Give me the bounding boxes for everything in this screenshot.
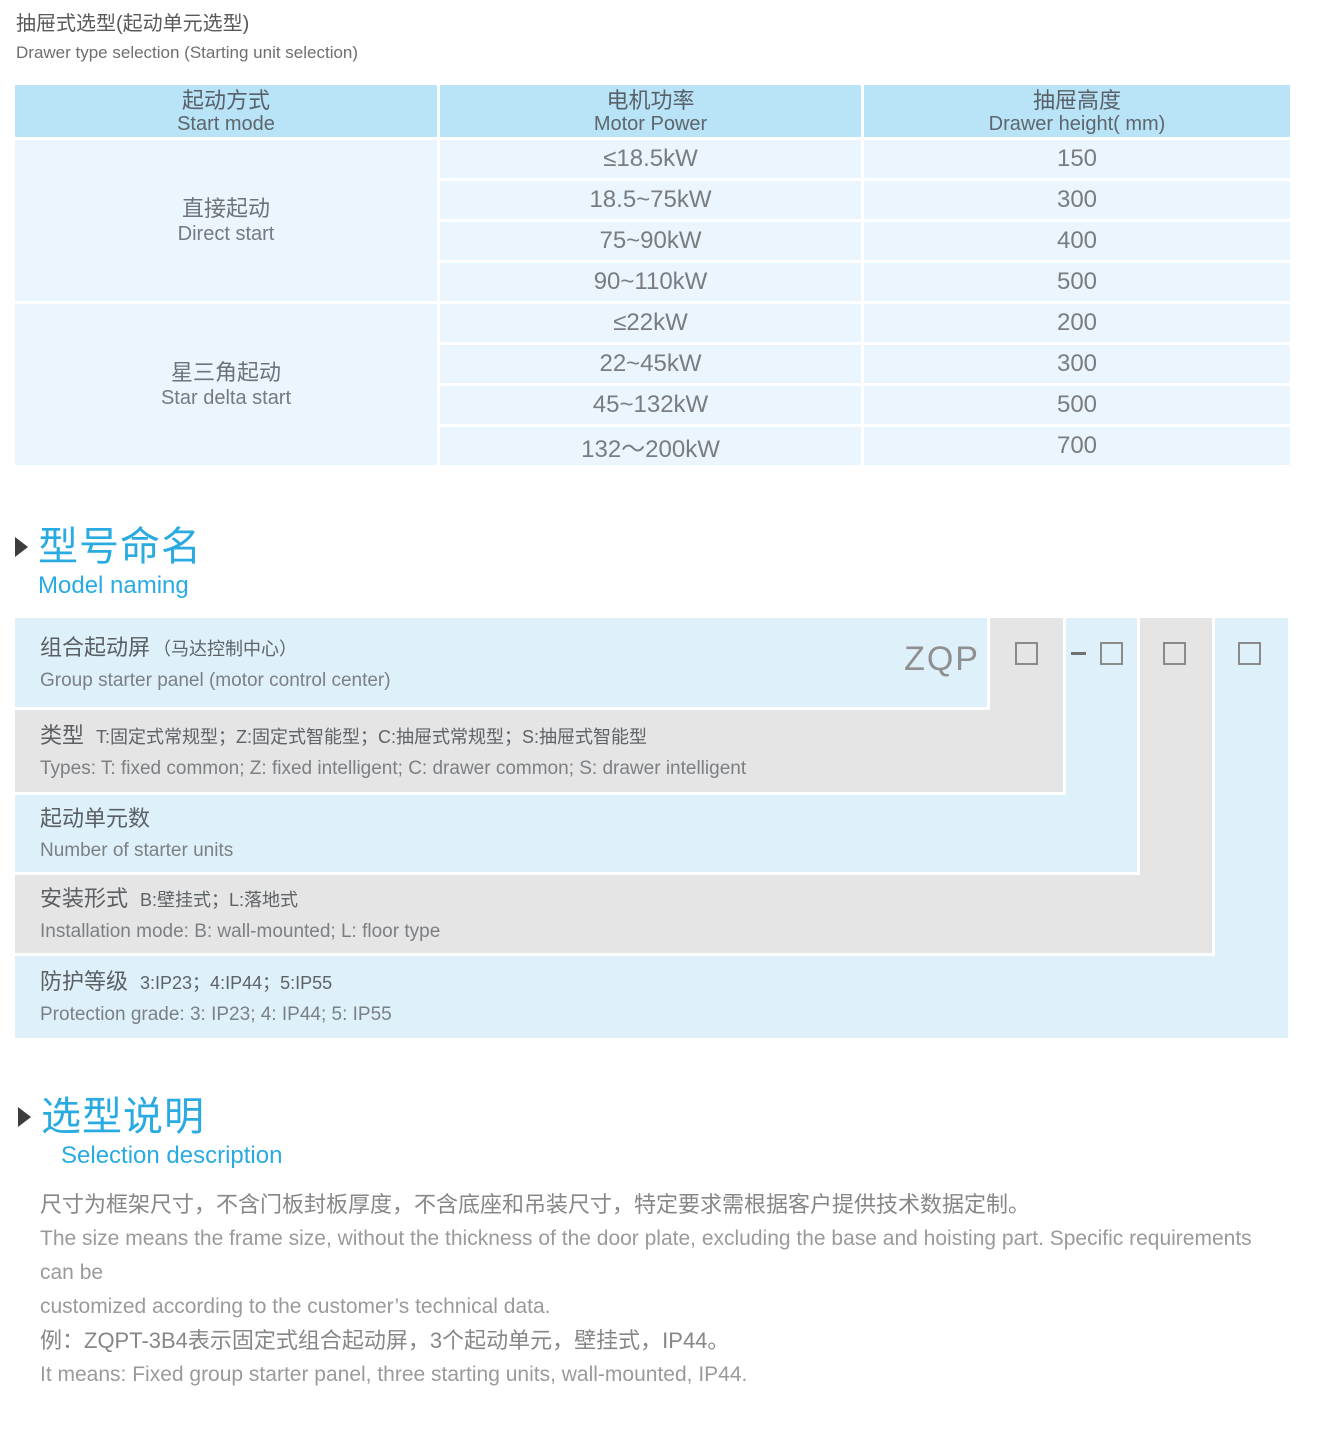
section-title-en: Selection description	[61, 1142, 283, 1169]
mode-label-en: Star delta start	[160, 387, 292, 409]
power-cell: ≤18.5kW	[440, 140, 861, 178]
description-line: 例：ZQPT-3B4表示固定式组合起动屏，3个起动单元，壁挂式，IP44。	[40, 1328, 730, 1353]
height-cell: 300	[864, 345, 1290, 383]
height-cell: 300	[864, 181, 1290, 219]
power-cell: 22~45kW	[440, 345, 861, 383]
model-naming-diagram: 组合起动屏 （马达控制中心） Group starter panel (motor…	[15, 618, 1288, 1038]
height-cell: 500	[864, 263, 1290, 301]
mode-label-cn: 直接起动	[181, 196, 270, 221]
band-label-cn: 防护等级	[40, 969, 129, 994]
band-label-cn: 类型	[40, 723, 85, 748]
section-heading-model-naming: 型号命名 Model naming	[15, 524, 202, 600]
band-label-en: Types: T: fixed common; Z: fixed intelli…	[40, 758, 747, 779]
code-placeholder-box-icon	[1238, 642, 1261, 665]
column-header-en: Drawer height( mm)	[988, 112, 1166, 135]
height-cell: 700	[864, 427, 1290, 465]
band-label-en: Group starter panel (motor control cente…	[40, 669, 391, 691]
height-cell: 150	[864, 140, 1290, 178]
band-desc-cn: T:固定式常规型；Z:固定式智能型；C:抽屉式常规型；S:抽屉式智能型	[96, 727, 648, 747]
mode-cell-star-delta-start: 星三角起动 Star delta start	[15, 304, 437, 465]
column-header-drawer-height: 抽屉高度 Drawer height( mm)	[864, 85, 1290, 137]
band-desc-cn: B:壁挂式；L:落地式	[140, 890, 299, 910]
power-cell: 18.5~75kW	[440, 181, 861, 219]
page-title-en: Drawer type selection (Starting unit sel…	[16, 43, 359, 62]
diagram-band-type: 类型 T:固定式常规型；Z:固定式智能型；C:抽屉式常规型；S:抽屉式智能型 Ty…	[15, 710, 1063, 792]
height-cell: 200	[864, 304, 1290, 342]
height-cell: 500	[864, 386, 1290, 424]
column-header-en: Start mode	[177, 112, 275, 135]
code-placeholder-box-icon	[1163, 642, 1186, 665]
power-cell: 45~132kW	[440, 386, 861, 424]
power-cell: 75~90kW	[440, 222, 861, 260]
section-marker-icon	[15, 537, 28, 557]
power-cell: ≤22kW	[440, 304, 861, 342]
description-line: 尺寸为框架尺寸，不含门板封板厚度，不含底座和吊装尺寸，特定要求需根据客户提供技术…	[40, 1192, 1031, 1217]
band-label-en: Protection grade: 3: IP23; 4: IP44; 5: I…	[40, 1004, 392, 1025]
power-cell: 90~110kW	[440, 263, 861, 301]
code-dash-icon	[1071, 652, 1086, 655]
page-title-cn: 抽屉式选型(起动单元选型)	[16, 13, 250, 35]
selection-description-text: 尺寸为框架尺寸，不含门板封板厚度，不含底座和吊装尺寸，特定要求需根据客户提供技术…	[40, 1188, 1290, 1392]
column-header-motor-power: 电机功率 Motor Power	[440, 85, 861, 137]
page-title: 抽屉式选型(起动单元选型) Drawer type selection (Sta…	[16, 10, 358, 64]
mode-label-cn: 星三角起动	[170, 360, 281, 385]
band-desc-cn: （马达控制中心）	[153, 638, 298, 659]
column-header-cn: 电机功率	[606, 87, 695, 113]
band-label-en: Number of starter units	[40, 840, 234, 861]
code-placeholder-box-icon	[1100, 642, 1123, 665]
band-label-en: Installation mode: B: wall-mounted; L: f…	[40, 921, 441, 942]
section-title-cn: 型号命名	[38, 525, 202, 569]
column-header-cn: 抽屉高度	[1032, 87, 1121, 113]
section-marker-icon	[18, 1107, 31, 1127]
band-desc-cn: 3:IP23；4:IP44；5:IP55	[140, 973, 333, 993]
column-header-en: Motor Power	[593, 112, 708, 135]
section-heading-selection-description: 选型说明 Selection description	[18, 1094, 282, 1170]
description-line: It means: Fixed group starter panel, thr…	[40, 1363, 748, 1386]
diagram-band-installation-mode: 安装形式 B:壁挂式；L:落地式 Installation mode: B: wa…	[15, 875, 1212, 953]
mode-cell-direct-start: 直接起动 Direct start	[15, 140, 437, 301]
height-cell: 400	[864, 222, 1290, 260]
power-cell: 132～200kW	[440, 427, 861, 465]
diagram-band-group-starter-panel: 组合起动屏 （马达控制中心） Group starter panel (motor…	[15, 618, 987, 707]
description-line: customized according to the customer’s t…	[40, 1295, 551, 1318]
drawer-selection-table: 起动方式 Start mode 电机功率 Motor Power 抽屉高度 Dr…	[15, 85, 1290, 465]
band-label-cn: 安装形式	[40, 886, 129, 911]
column-header-start-mode: 起动方式 Start mode	[15, 85, 437, 137]
description-line: The size means the frame size, without t…	[40, 1227, 1252, 1284]
column-header-cn: 起动方式	[181, 87, 270, 113]
diagram-band-protection-grade: 防护等级 3:IP23；4:IP44；5:IP55 Protection grad…	[15, 956, 1288, 1038]
diagram-band-starter-units: 起动单元数 Number of starter units	[15, 795, 1137, 872]
section-title-en: Model naming	[38, 572, 189, 599]
model-code-prefix: ZQP	[904, 640, 980, 678]
band-label-cn: 组合起动屏	[40, 634, 151, 660]
section-title-cn: 选型说明	[41, 1095, 205, 1139]
band-label-cn: 起动单元数	[40, 806, 151, 831]
mode-label-en: Direct start	[177, 223, 275, 245]
code-placeholder-box-icon	[1015, 642, 1038, 665]
